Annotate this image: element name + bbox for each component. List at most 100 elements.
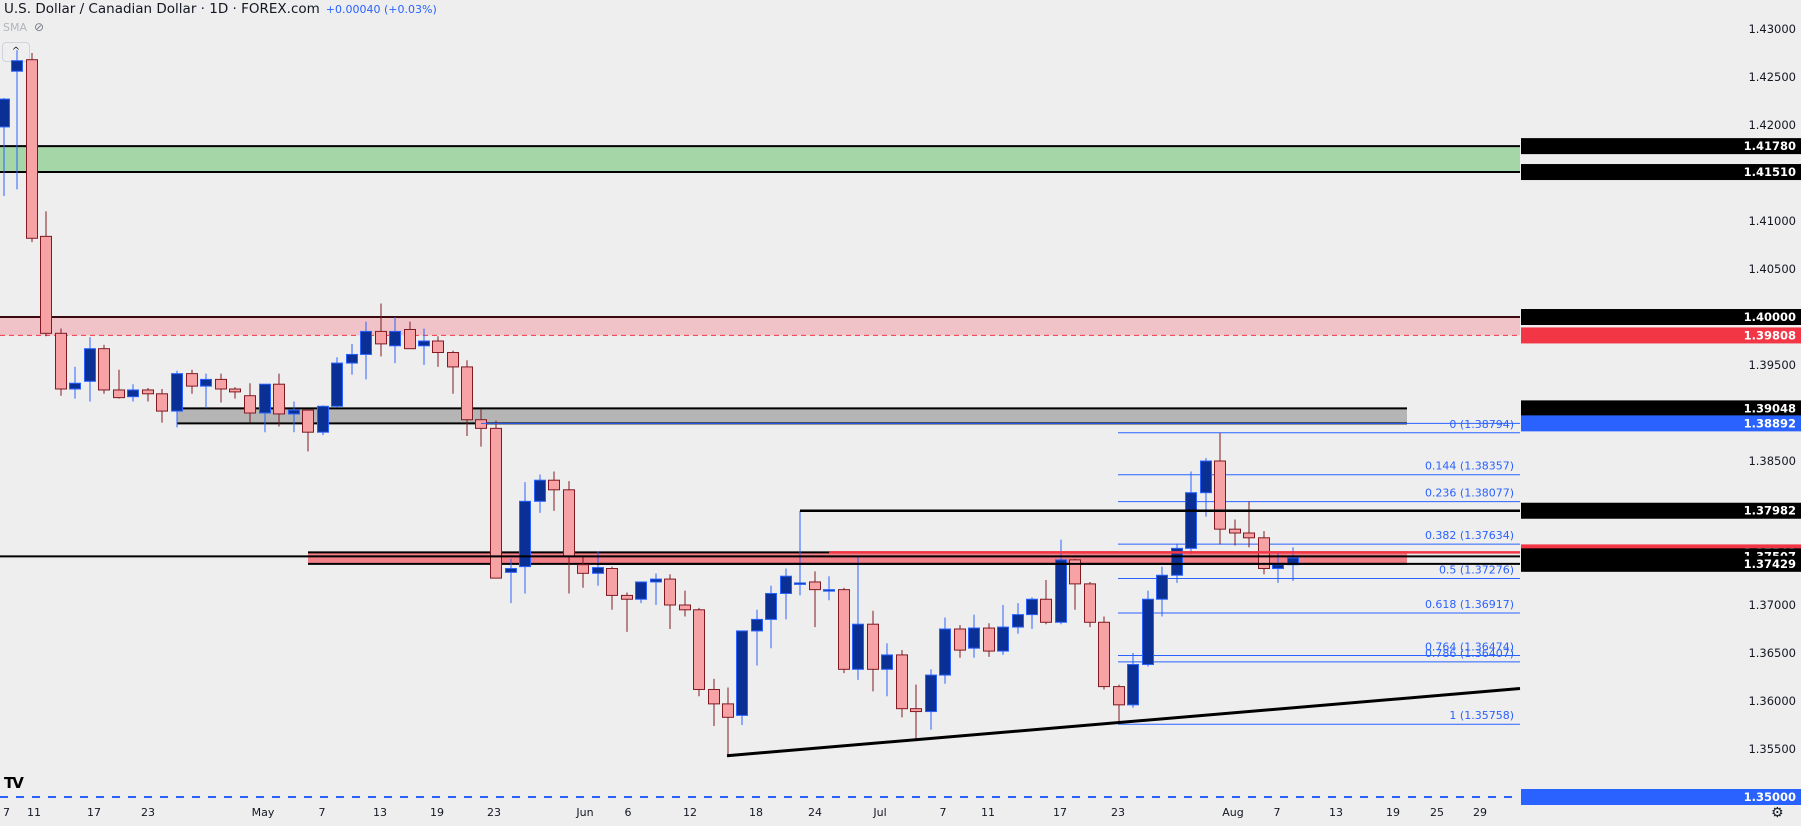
bullish-candle [1127,653,1139,708]
green-resistance-zone[interactable] [0,145,1520,174]
time-tick: 12 [683,806,697,819]
bullish-candle [389,317,401,364]
bearish-candle [475,409,487,447]
fib-level-label: 1 (1.35758) [1449,709,1514,722]
tradingview-logo[interactable]: TV [4,774,24,792]
time-tick: 6 [625,806,632,819]
bearish-candle [896,650,908,718]
time-tick: 23 [1111,806,1125,819]
symbol-title: U.S. Dollar / Canadian Dollar · 1D · FOR… [4,1,320,17]
bullish-candle [1055,539,1067,625]
price-tick: 1.39500 [1748,358,1796,372]
bearish-candle [563,481,575,594]
bullish-candle [968,614,980,658]
time-tick: 13 [373,806,387,819]
bullish-candle [736,630,748,725]
bearish-candle [113,369,125,399]
chart-title: U.S. Dollar / Canadian Dollar · 1D · FOR… [4,1,437,17]
price-tick: 1.40500 [1748,262,1796,276]
time-tick: 19 [430,806,444,819]
eye-crossed-icon[interactable]: ⊘ [34,20,45,34]
fib-level-label: 0.236 (1.38077) [1425,487,1514,500]
time-tick: Jul [872,806,886,819]
price-label: 1.41510 [1521,164,1801,181]
bearish-candle [215,373,227,403]
bearish-candle [867,610,879,692]
time-tick: 7 [1274,806,1281,819]
candles [0,50,1299,756]
price-label: 1.39048 [1521,400,1801,417]
bearish-candle [664,574,676,629]
svg-text:1.37982: 1.37982 [1744,504,1796,518]
svg-text:1.37429: 1.37429 [1744,557,1796,571]
bullish-candle [1142,590,1154,667]
bullish-candle [635,581,647,604]
bearish-candle [679,590,691,617]
sma-indicator-label[interactable]: SMA [3,21,27,34]
bullish-candle [84,337,96,402]
time-axis[interactable]: 7 11 17 23 May 7 13 19 23 Jun 6 12 18 24 Jul 7 11 17 23 Aug… [3,806,1487,819]
fib-level-label: 0.618 (1.36917) [1425,598,1514,611]
bearish-candle [432,336,444,367]
price-change: +0.00040 (+0.03%) [325,3,437,16]
price-label: 1.35000 [1521,789,1801,805]
bearish-candle [244,383,256,423]
fib-level-label: 0 (1.38794) [1449,418,1514,431]
gray-zone[interactable] [177,407,1407,425]
bullish-candle [780,568,792,620]
bearish-candle [577,556,589,588]
fib-level-label: 0.764 (1.36474) [1425,640,1514,653]
fib-level-label: 0.382 (1.37634) [1425,529,1514,542]
bearish-candle [55,328,67,396]
bearish-candle [910,684,922,739]
fibonacci-retracement[interactable]: 0 (1.38794) 0.144 (1.38357) 0.236 (1.38077… [1118,418,1520,725]
bullish-candle [0,98,10,197]
bullish-candle [881,643,893,697]
svg-text:1.38892: 1.38892 [1744,416,1796,430]
red-resistance-zone[interactable] [0,316,1520,336]
price-tick: 1.38500 [1748,454,1796,468]
bullish-candle [852,557,864,680]
bullish-candle [939,617,951,684]
bearish-candle [983,623,995,657]
bearish-candle [490,420,502,579]
price-tick: 1.36000 [1748,694,1796,708]
price-tick: 1.42500 [1748,70,1796,84]
bearish-candle [954,625,966,658]
bearish-candle [98,344,110,394]
bullish-candle [1185,471,1197,555]
price-label: 1.37982 [1521,502,1801,519]
bearish-candle [229,387,241,399]
svg-text:1.39048: 1.39048 [1744,401,1796,415]
time-tick: 18 [749,806,763,819]
settings-icon[interactable]: ⚙ [1771,805,1784,821]
time-tick: 17 [1053,806,1067,819]
svg-text:1.41510: 1.41510 [1744,165,1796,179]
bullish-candle [259,383,271,433]
bearish-candle [26,53,38,243]
price-tick: 1.37000 [1748,598,1796,612]
time-tick: May [252,806,275,819]
bearish-candle [404,321,416,350]
bullish-candle [505,558,517,604]
price-axis[interactable]: 1.43000 1.42500 1.42000 1.41000 1.40500 1.395… [1520,22,1801,805]
time-tick: 23 [141,806,155,819]
time-tick: 7 [319,806,326,819]
bullish-candle [200,373,212,409]
bearish-candle [1098,616,1110,690]
price-label: 1.39808 [1521,327,1801,344]
bearish-candle [1113,684,1125,724]
time-tick: Jun [575,806,593,819]
bearish-candle [722,687,734,756]
time-tick: Aug [1222,806,1243,819]
bearish-candle [461,360,473,437]
price-label: 1.38892 [1521,415,1801,432]
rising-trendline[interactable] [726,687,1521,758]
bullish-candle [171,370,183,428]
fib-level-label: 0.786 (1.36407) [1425,647,1514,660]
time-tick: 17 [87,806,101,819]
time-tick: 7 [940,806,947,819]
bullish-candle [360,321,372,380]
bearish-candle [708,678,720,726]
